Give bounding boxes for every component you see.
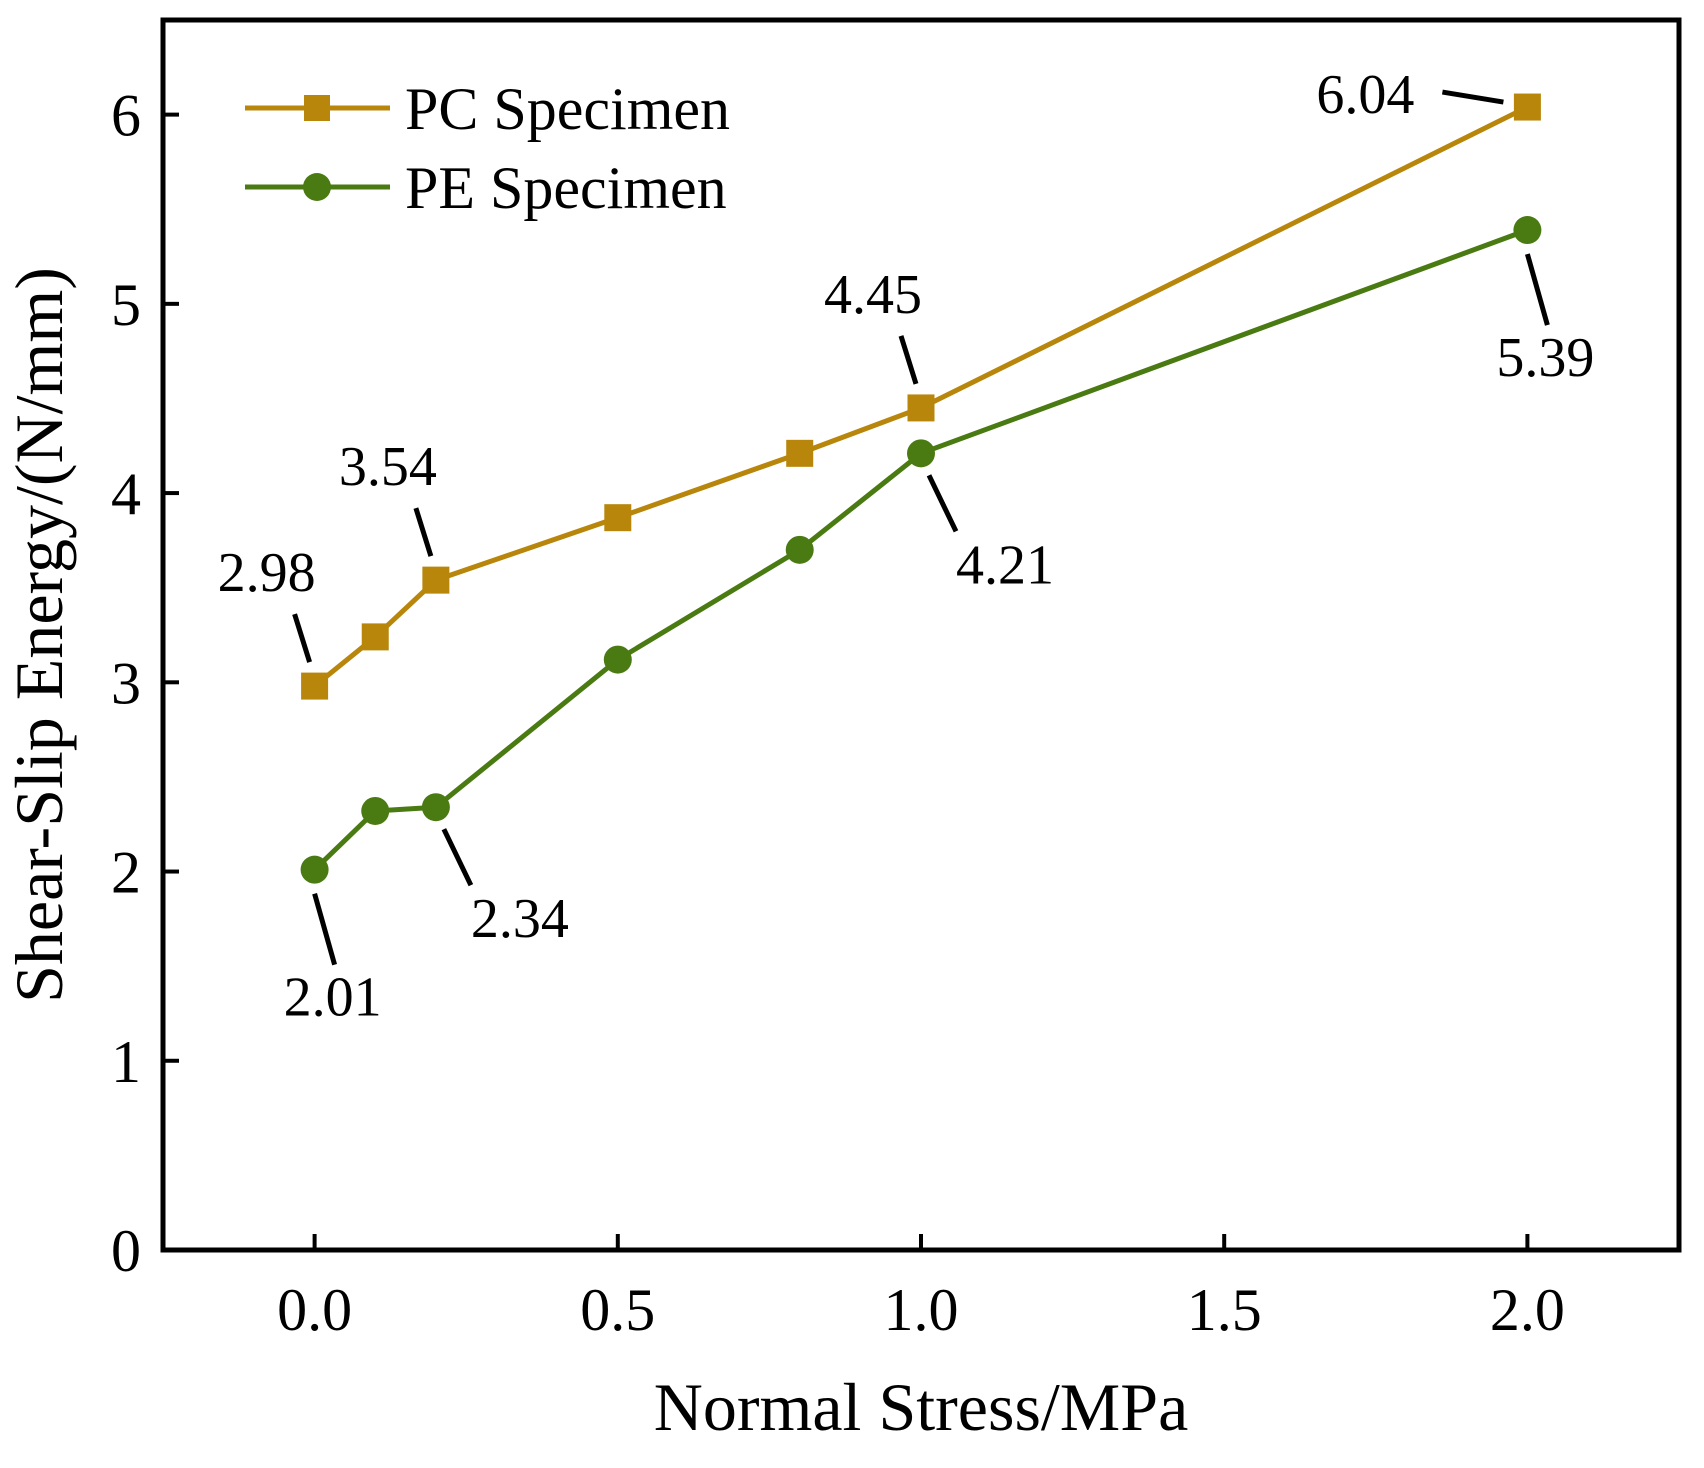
data-point-pc xyxy=(907,394,935,422)
data-point-pc xyxy=(604,504,632,532)
data-point-pe xyxy=(603,645,632,674)
data-label: 6.04 xyxy=(1316,64,1414,126)
annotation-leader xyxy=(441,828,474,887)
data-point-pe xyxy=(361,796,390,825)
x-axis-ticks: 0.0 0.5 1.0 1.5 2.0 xyxy=(277,1234,1565,1343)
annotation-leader xyxy=(1441,89,1504,105)
y-tick-label: 1 xyxy=(111,1029,141,1095)
legend-marker-square xyxy=(304,95,330,121)
data-point-pe xyxy=(785,535,814,564)
data-label: 4.21 xyxy=(956,534,1054,596)
x-tick-label: 2.0 xyxy=(1490,1277,1565,1343)
data-label: 5.39 xyxy=(1496,327,1594,389)
series-layer xyxy=(300,93,1542,884)
x-tick-label: 0.5 xyxy=(580,1277,655,1343)
annotation-leader xyxy=(898,335,919,385)
x-tick-label: 1.5 xyxy=(1187,1277,1262,1343)
legend-label: PC Specimen xyxy=(405,76,730,142)
annotation-leader xyxy=(312,892,338,966)
legend: PC Specimen PE Specimen xyxy=(245,76,730,221)
y-tick-label: 0 xyxy=(111,1218,141,1284)
y-tick-label: 6 xyxy=(111,83,141,149)
legend-label: PE Specimen xyxy=(405,155,727,221)
x-tick-label: 1.0 xyxy=(884,1277,959,1343)
data-point-pe xyxy=(907,439,935,468)
data-point-pc xyxy=(301,672,329,700)
x-tick-label: 0.0 xyxy=(277,1277,352,1343)
y-axis-title: Shear-Slip Energy/(N/mm) xyxy=(1,267,77,1003)
y-tick-label: 4 xyxy=(111,461,141,527)
data-label: 2.98 xyxy=(218,542,316,604)
annotation-leader xyxy=(413,507,434,557)
data-point-pe xyxy=(421,793,450,822)
annotation-layer: 2.98 3.54 4.45 6.04 2.01 2.34 4.21 5.39 xyxy=(218,64,1595,1029)
data-label: 3.54 xyxy=(339,436,437,498)
annotation-leader xyxy=(1524,253,1550,326)
data-label: 4.45 xyxy=(824,264,922,326)
y-tick-label: 5 xyxy=(111,272,141,338)
x-axis-title: Normal Stress/MPa xyxy=(654,1369,1189,1445)
plot-frame xyxy=(160,17,1682,1253)
annotation-leader xyxy=(926,474,959,533)
annotation-leader xyxy=(292,613,312,663)
y-tick-label: 3 xyxy=(111,650,141,716)
data-point-pc xyxy=(361,623,389,651)
data-point-pc xyxy=(786,439,814,467)
data-label: 2.34 xyxy=(471,888,569,950)
y-tick-label: 2 xyxy=(111,840,141,906)
data-point-pc xyxy=(422,566,450,594)
y-axis-ticks: 0 1 2 3 4 5 6 xyxy=(111,83,179,1284)
data-point-pe xyxy=(1513,216,1542,245)
legend-marker-circle xyxy=(303,173,331,201)
data-point-pe xyxy=(300,855,329,884)
data-label: 2.01 xyxy=(284,967,382,1029)
data-point-pc xyxy=(1513,93,1541,121)
series-line-1 xyxy=(312,227,1529,872)
